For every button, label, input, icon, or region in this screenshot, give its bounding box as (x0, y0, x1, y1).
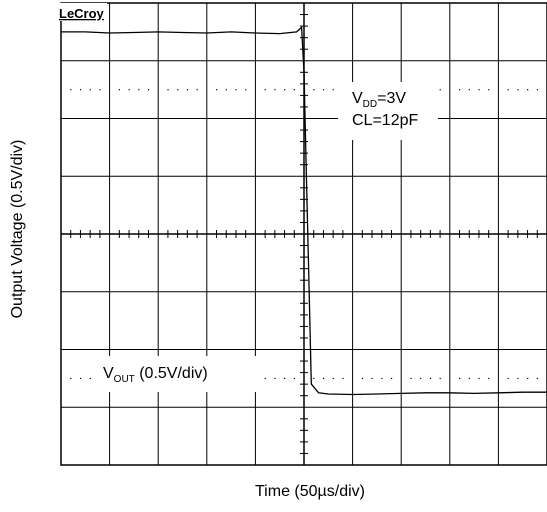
dotted-minor-mark (420, 377, 422, 380)
x-axis-label: Time (50µs/div) (255, 483, 365, 500)
dotted-minor-mark (371, 377, 373, 380)
dotted-minor-mark (245, 89, 247, 91)
dotted-minor-mark (186, 89, 189, 91)
dotted-minor-mark (517, 377, 519, 380)
vdd-value: =3V (377, 90, 406, 107)
dotted-minor-mark (468, 377, 470, 380)
y-axis-label: Output Voltage (0.5V/div) (9, 139, 26, 319)
vdd-sub: DD (363, 99, 377, 110)
vdd-label-backdrop (338, 82, 438, 140)
vout-annotation: VOUT (0.5V/div) (103, 365, 208, 385)
dotted-minor-mark (128, 89, 130, 91)
vout-value: (0.5V/div) (135, 365, 208, 382)
dotted-minor-mark (313, 377, 315, 380)
dotted-minor-mark (439, 377, 441, 380)
dotted-minor-mark (536, 377, 538, 380)
vout-label-backdrop (96, 356, 262, 392)
dotted-minor-mark (293, 89, 295, 91)
vdd-main: V (352, 90, 363, 107)
dotted-minor-mark (342, 377, 344, 380)
dotted-minor-mark (138, 89, 140, 91)
dotted-minor-mark (284, 377, 286, 380)
dotted-minor-mark (99, 89, 101, 91)
dotted-minor-mark (488, 377, 490, 380)
dotted-minor-mark (527, 377, 529, 380)
dotted-minor-mark (177, 89, 179, 91)
dotted-minor-mark (478, 89, 480, 91)
dotted-minor-mark (313, 89, 315, 91)
dotted-minor-mark (468, 89, 470, 91)
dotted-minor-mark (167, 89, 169, 91)
dotted-minor-mark (332, 377, 334, 380)
dotted-minor-mark (332, 89, 334, 91)
dotted-minor-mark (79, 89, 82, 91)
vout-sub: OUT (114, 374, 135, 385)
vout-main: V (103, 365, 114, 382)
dotted-minor-mark (147, 89, 150, 91)
dotted-minor-mark (507, 89, 509, 91)
dotted-minor-mark (439, 89, 441, 91)
dotted-minor-mark (488, 89, 490, 91)
dotted-minor-mark (507, 377, 509, 380)
dotted-minor-mark (478, 377, 480, 380)
dotted-minor-mark (264, 89, 266, 91)
dotted-minor-mark (235, 89, 237, 91)
dotted-minor-mark (322, 377, 325, 380)
dotted-minor-mark (216, 89, 218, 91)
vdd-annotation: VDD=3V (352, 90, 406, 110)
dotted-minor-mark (118, 89, 121, 91)
dotted-minor-mark (264, 377, 266, 380)
dotted-minor-mark (410, 377, 412, 380)
dotted-minor-mark (390, 377, 393, 380)
dotted-minor-mark (196, 89, 198, 91)
dotted-minor-mark (322, 89, 325, 91)
vout-trace (61, 25, 547, 396)
dotted-minor-mark (429, 377, 432, 380)
dotted-minor-mark (536, 89, 538, 91)
dotted-minor-mark (284, 89, 286, 91)
dotted-minor-mark (517, 89, 519, 91)
dotted-minor-mark (459, 89, 461, 91)
dotted-minor-mark (293, 377, 295, 380)
dotted-minor-mark (70, 89, 72, 91)
dotted-minor-mark (274, 89, 276, 91)
dotted-minor-mark (70, 377, 72, 380)
cl-annotation: CL=12pF (352, 112, 418, 129)
brand-backdrop (57, 3, 107, 21)
dotted-minor-mark (459, 377, 461, 380)
dotted-minor-mark (274, 377, 276, 380)
brand-logo: LeCroy (59, 6, 105, 21)
dotted-minor-mark (381, 377, 383, 380)
dotted-minor-mark (361, 377, 364, 380)
dotted-minor-mark (79, 377, 82, 380)
dotted-minor-mark (527, 89, 529, 91)
dotted-minor-mark (89, 89, 91, 91)
dotted-minor-mark (89, 377, 91, 380)
dotted-minor-mark (225, 89, 227, 91)
